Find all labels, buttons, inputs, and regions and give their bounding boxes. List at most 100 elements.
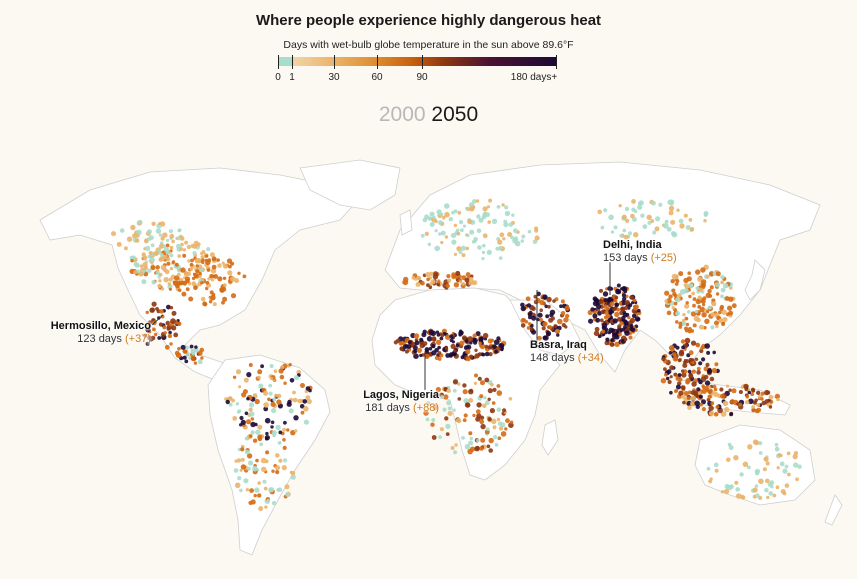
city-dot xyxy=(669,375,673,379)
city-dot xyxy=(170,318,176,324)
city-dot xyxy=(155,265,160,270)
city-dot xyxy=(238,385,242,389)
city-dot xyxy=(216,258,220,262)
city-dot xyxy=(246,372,252,378)
city-dot xyxy=(147,268,152,273)
city-dot xyxy=(673,301,678,306)
city-dot xyxy=(784,483,790,488)
city-dot xyxy=(664,290,670,296)
city-dot xyxy=(546,296,552,303)
city-dot xyxy=(637,201,642,206)
city-dot xyxy=(705,387,710,392)
city-dot xyxy=(715,292,720,296)
city-dot xyxy=(476,438,480,443)
city-dot xyxy=(435,387,441,393)
year-2050-button[interactable]: 2050 xyxy=(431,103,479,126)
city-dot xyxy=(720,287,726,293)
city-dot xyxy=(265,450,270,455)
city-dot xyxy=(143,333,148,338)
city-dot xyxy=(299,404,305,409)
city-dot xyxy=(177,347,181,351)
city-dot xyxy=(472,280,478,286)
city-dot xyxy=(658,202,663,207)
city-dot xyxy=(183,271,189,277)
city-dot xyxy=(235,402,240,406)
japan-shape xyxy=(744,259,766,301)
city-dot xyxy=(300,410,305,415)
city-dot xyxy=(776,466,780,470)
city-dot xyxy=(694,400,700,407)
city-dot xyxy=(686,353,691,358)
legend-gradient-bar xyxy=(278,57,556,66)
city-dot xyxy=(158,322,163,327)
city-dot xyxy=(176,272,181,277)
city-dot xyxy=(176,243,182,249)
city-dot xyxy=(610,342,615,347)
city-dot xyxy=(723,488,730,495)
city-dot xyxy=(257,434,263,440)
city-dot xyxy=(542,321,548,327)
city-dot xyxy=(624,206,630,212)
city-dot xyxy=(217,263,222,268)
city-dot xyxy=(647,220,652,225)
city-dot xyxy=(169,245,174,250)
city-dot xyxy=(180,242,184,247)
city-dot xyxy=(533,294,538,299)
city-dot xyxy=(685,225,691,230)
city-dot xyxy=(705,362,710,367)
city-dot xyxy=(182,348,188,354)
city-dot xyxy=(637,204,643,210)
city-dot xyxy=(195,269,200,274)
city-dot xyxy=(437,280,441,284)
city-dot xyxy=(458,330,464,336)
annotation-basra-name: Basra, Iraq xyxy=(530,339,587,351)
city-dot xyxy=(542,335,548,341)
city-dot xyxy=(706,368,713,374)
city-dot xyxy=(684,316,689,321)
year-2000-button[interactable]: 2000 xyxy=(378,103,426,126)
city-dot xyxy=(701,357,706,362)
city-dot xyxy=(488,198,493,203)
city-dot xyxy=(445,334,451,340)
city-dot xyxy=(460,245,466,251)
city-dot xyxy=(760,397,764,401)
city-dot xyxy=(728,296,734,302)
city-dot xyxy=(455,343,460,348)
city-dot xyxy=(270,420,275,425)
city-dot xyxy=(708,410,715,416)
city-dot xyxy=(594,326,600,332)
city-dot xyxy=(668,294,673,299)
city-dot xyxy=(520,239,525,243)
city-dot xyxy=(755,470,759,474)
city-dot xyxy=(264,435,270,441)
city-dot xyxy=(503,219,508,224)
city-dot xyxy=(603,298,608,303)
city-dot xyxy=(531,315,537,321)
city-dot xyxy=(162,325,167,330)
city-dot xyxy=(165,243,170,248)
city-dot xyxy=(445,432,450,436)
city-dot xyxy=(460,228,464,233)
city-dot xyxy=(201,250,206,254)
city-dot xyxy=(201,258,205,262)
city-dot xyxy=(529,327,534,331)
city-dot xyxy=(498,245,503,251)
city-dot xyxy=(520,323,526,328)
city-dot xyxy=(450,446,455,450)
city-dot xyxy=(431,350,437,356)
city-dot xyxy=(305,395,311,400)
city-dot xyxy=(488,448,494,453)
city-dot xyxy=(469,354,474,359)
city-dot xyxy=(469,446,476,452)
city-dot xyxy=(501,203,505,207)
city-dot xyxy=(664,299,669,303)
city-dot xyxy=(692,303,696,308)
city-dot xyxy=(199,347,205,353)
city-dot xyxy=(668,210,674,216)
city-dot xyxy=(683,359,688,363)
city-dot xyxy=(263,390,269,396)
city-dot xyxy=(629,295,634,300)
city-dot xyxy=(539,308,543,312)
city-dot xyxy=(600,309,606,314)
city-dot xyxy=(753,400,757,405)
